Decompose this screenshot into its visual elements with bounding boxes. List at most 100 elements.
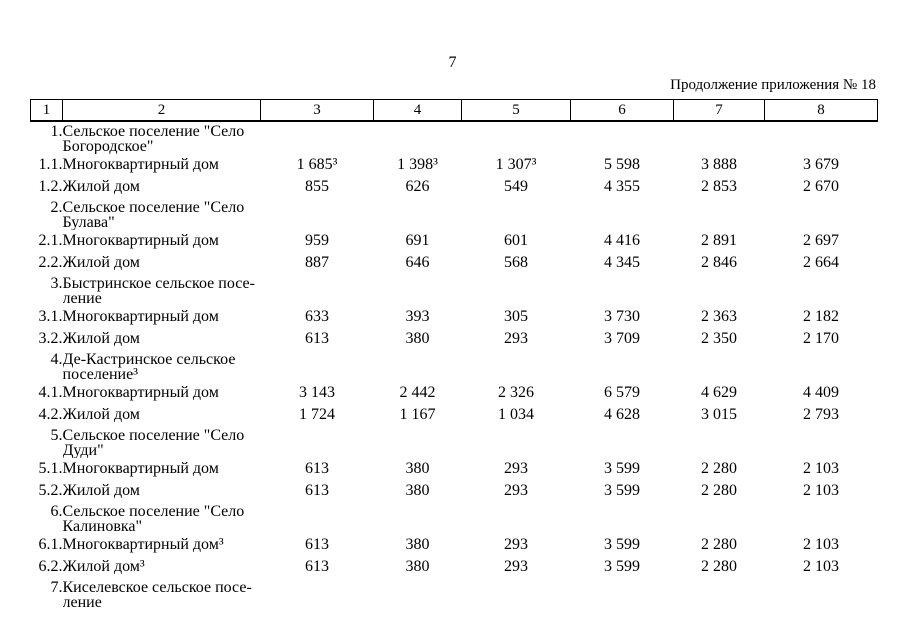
appendix-continuation-label: Продолжение приложения № 18 <box>670 77 876 93</box>
row-number: 6.2. <box>38 558 63 575</box>
row-value: 613 <box>305 460 329 477</box>
settlement-group-row: 6. Сельское поселение "Село Калиновка" <box>31 502 878 535</box>
row-number: 5.2. <box>38 482 63 499</box>
row-value: 2 280 <box>701 558 737 575</box>
table-row: 1.2. Жилой дом 855 626 549 4 355 2 853 2 670 <box>31 176 878 198</box>
row-label: Многоквартирный дом <box>62 460 219 477</box>
row-value: 2 280 <box>701 482 737 499</box>
row-value: 691 <box>405 232 430 249</box>
settlement-group-row: 7. Киселевское сельское посе-ление <box>31 578 878 611</box>
settlement-group-row: 3. Быстринское сельское посе-ление <box>31 274 878 307</box>
row-label: Многоквартирный дом <box>62 308 219 325</box>
settlement-name: Сельское поселение "Село Калиновка" <box>62 503 245 535</box>
header-cell-8: 8 <box>764 99 878 122</box>
settlement-name: Сельское поселение "Село Богородское" <box>62 123 245 155</box>
row-value: 613 <box>305 482 329 499</box>
row-value: 887 <box>305 254 329 271</box>
header-cell-5: 5 <box>461 99 571 122</box>
table-row: 3.2. Жилой дом 613 380 293 3 709 2 350 2 170 <box>31 328 878 350</box>
row-number: 6.1. <box>38 536 63 553</box>
row-value: 293 <box>504 330 528 347</box>
row-value: 626 <box>405 178 430 195</box>
row-number: 3. <box>50 275 63 292</box>
table-row: 2.2. Жилой дом 887 646 568 4 345 2 846 2 664 <box>31 252 878 274</box>
table-header-row: 1 2 3 4 5 6 7 8 <box>30 99 878 122</box>
row-number: 2.1. <box>38 232 63 249</box>
appendix-table: 1 2 3 4 5 6 7 8 1. Сельское поселение "Се… <box>30 99 878 610</box>
row-value: 3 599 <box>604 558 640 575</box>
row-value: 2 350 <box>701 330 737 347</box>
row-value: 2 326 <box>498 384 534 401</box>
row-number: 1. <box>50 123 63 140</box>
row-value: 568 <box>504 254 528 271</box>
row-value: 613 <box>305 330 329 347</box>
row-value: 2 697 <box>803 232 839 249</box>
header-cell-4: 4 <box>373 99 462 122</box>
settlement-name: Киселевское сельское посе-ление <box>62 579 252 611</box>
row-value: 3 599 <box>604 482 640 499</box>
row-value: 4 416 <box>604 232 640 249</box>
header-cell-3: 3 <box>260 99 374 122</box>
row-value: 1 307³ <box>495 156 537 173</box>
row-value: 2 670 <box>803 178 839 195</box>
row-value: 2 103 <box>803 460 839 477</box>
table-row: 4.1. Многоквартирный дом 3 143 2 442 2 326 6 … <box>31 382 878 404</box>
row-label: Жилой дом <box>62 482 140 499</box>
row-value: 2 280 <box>701 536 737 553</box>
row-value: 3 599 <box>604 460 640 477</box>
table-row: 6.1. Многоквартирный дом³ 613 380 293 3 599 2 … <box>31 534 878 556</box>
row-number: 5. <box>50 427 63 444</box>
table-row: 1.1. Многоквартирный дом 1 685³ 1 398³ 1 307… <box>31 154 878 176</box>
row-value: 4 628 <box>604 406 640 423</box>
row-value: 601 <box>504 232 528 249</box>
row-value: 2 280 <box>701 460 737 477</box>
row-value: 305 <box>504 308 528 325</box>
row-value: 3 709 <box>604 330 640 347</box>
row-value: 4 355 <box>604 178 640 195</box>
table-row: 3.1. Многоквартирный дом 633 393 305 3 730 2 3… <box>31 306 878 328</box>
row-label: Многоквартирный дом <box>62 384 219 401</box>
row-value: 613 <box>305 536 329 553</box>
table-row: 6.2. Жилой дом³ 613 380 293 3 599 2 280 2 103 <box>31 556 878 578</box>
row-number: 3.1. <box>38 308 63 325</box>
row-value: 1 724 <box>299 406 335 423</box>
row-value: 6 579 <box>604 384 640 401</box>
row-number: 2. <box>50 199 63 216</box>
row-number: 4.1. <box>38 384 63 401</box>
row-value: 2 664 <box>803 254 839 271</box>
row-number: 7. <box>50 579 63 596</box>
row-value: 3 015 <box>701 406 737 423</box>
row-number: 2.2. <box>38 254 63 271</box>
settlement-group-row: 4. Де-Кастринское сельское поселение³ <box>31 350 878 383</box>
header-cell-1: 1 <box>30 99 63 122</box>
row-value: 633 <box>305 308 329 325</box>
row-number: 1.2. <box>38 178 63 195</box>
row-number: 1.1. <box>38 156 63 173</box>
settlement-group-row: 1. Сельское поселение "Село Богородское" <box>31 121 878 155</box>
row-value: 2 853 <box>701 178 737 195</box>
row-value: 393 <box>405 308 430 325</box>
table-body: 1. Сельское поселение "Село Богородское" 1.… <box>31 121 878 611</box>
row-value: 293 <box>504 460 528 477</box>
row-value: 380 <box>405 460 430 477</box>
row-number: 3.2. <box>38 330 63 347</box>
row-value: 2 103 <box>803 536 839 553</box>
row-number: 5.1. <box>38 460 63 477</box>
row-value: 380 <box>405 330 430 347</box>
settlement-name: Сельское поселение "Село Булава" <box>62 199 245 231</box>
row-value: 2 170 <box>803 330 839 347</box>
row-value: 2 442 <box>399 384 436 401</box>
row-value: 1 398³ <box>397 156 438 173</box>
row-value: 380 <box>405 558 430 575</box>
row-value: 293 <box>504 482 528 499</box>
header-cell-2: 2 <box>62 99 261 122</box>
row-value: 2 891 <box>701 232 737 249</box>
settlement-group-row: 2. Сельское поселение "Село Булава" <box>31 198 878 231</box>
row-value: 3 599 <box>604 536 640 553</box>
row-value: 293 <box>504 536 528 553</box>
table-row: 4.2. Жилой дом 1 724 1 167 1 034 4 628 3 015 2 … <box>31 404 878 426</box>
row-number: 4. <box>50 351 63 368</box>
row-label: Многоквартирный дом³ <box>62 536 224 553</box>
row-value: 613 <box>305 558 329 575</box>
row-label: Жилой дом <box>62 330 140 347</box>
